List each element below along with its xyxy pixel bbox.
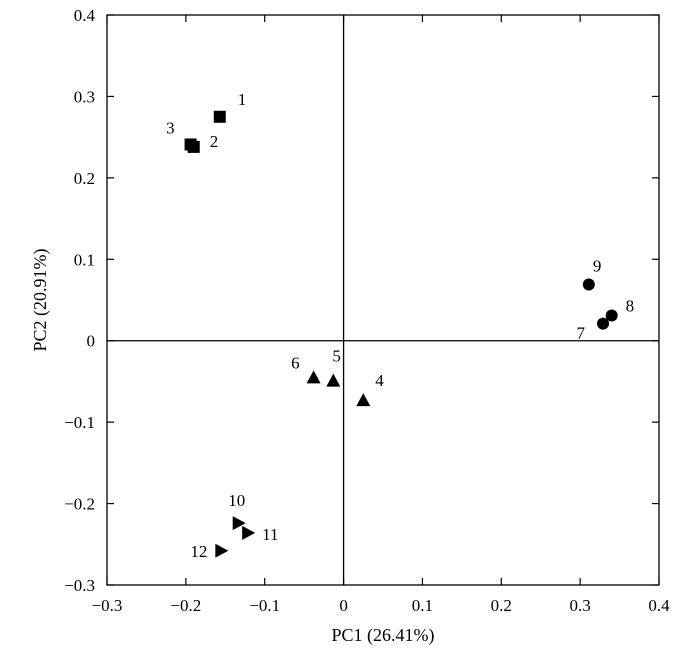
point-label: 6 [291, 353, 300, 372]
square-marker [184, 138, 197, 151]
point-label: 8 [626, 296, 635, 315]
y-tick-label: 0.4 [74, 6, 96, 25]
point-label: 5 [332, 347, 341, 366]
point-label: 4 [375, 371, 384, 390]
circle-marker [582, 278, 595, 291]
triangle-up-marker [326, 373, 341, 387]
triangle-up-marker [306, 370, 321, 384]
y-tick-label: −0.1 [64, 413, 95, 432]
x-tick-label: −0.3 [92, 596, 123, 615]
point-label: 7 [577, 324, 586, 343]
triangle-up-marker [356, 393, 371, 407]
y-tick-label: 0 [87, 332, 96, 351]
y-axis-title: PC2 (20.91%) [30, 248, 51, 351]
point-label: 11 [262, 525, 278, 544]
y-tick-label: 0.1 [74, 250, 95, 269]
x-tick-label: 0.3 [570, 596, 591, 615]
x-axis-title: PC1 (26.41%) [332, 625, 435, 646]
point-label: 10 [228, 491, 245, 510]
axis-ticks: −0.3 −0.2 −0.1 0 0.1 0.2 0.3 0.4 −0.3 −0.2 −0.1 0 0.… [64, 6, 670, 615]
point-label: 2 [210, 132, 219, 151]
x-tick-label: 0.1 [412, 596, 433, 615]
circle-marker [597, 317, 610, 330]
triangle-right-marker [232, 516, 246, 531]
plot-area [106, 14, 660, 586]
point-label: 12 [190, 542, 207, 561]
point-label: 3 [166, 118, 175, 137]
x-tick-label: 0.4 [648, 596, 670, 615]
x-tick-label: −0.2 [170, 596, 201, 615]
x-tick-label: 0.2 [491, 596, 512, 615]
point-label: 9 [593, 257, 602, 276]
triangle-right-marker [242, 525, 256, 540]
square-marker [213, 110, 226, 123]
plot-frame [106, 14, 660, 586]
triangle-right-marker [215, 543, 229, 558]
y-tick-label: −0.3 [64, 576, 95, 595]
x-tick-label: −0.1 [249, 596, 280, 615]
point-label: 1 [238, 90, 247, 109]
y-tick-label: 0.3 [74, 87, 95, 106]
circle-marker [605, 309, 618, 322]
y-tick-label: 0.2 [74, 169, 95, 188]
x-tick-label: 0 [339, 596, 348, 615]
y-tick-label: −0.2 [64, 495, 95, 514]
